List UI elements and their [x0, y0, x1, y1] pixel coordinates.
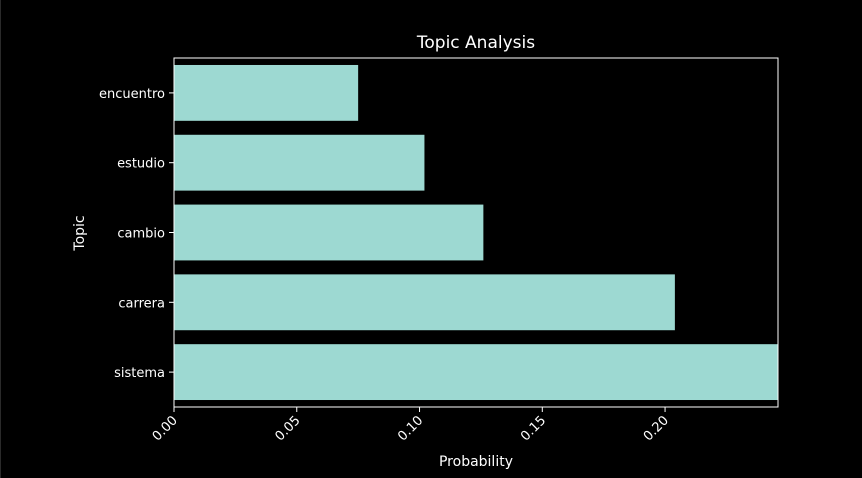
x-axis-ticks: 0.00 0.05 0.10 0.15 0.20 — [150, 407, 672, 444]
y-tick-label: encuentro — [99, 87, 165, 102]
x-tick-label: 0.20 — [641, 413, 672, 444]
x-axis-label: Probability — [439, 454, 513, 470]
y-tick-label: sistema — [114, 366, 165, 381]
x-tick-label: 0.15 — [518, 413, 549, 444]
bar-cambio — [174, 204, 484, 261]
bar-encuentro — [174, 64, 359, 121]
y-tick-label: cambio — [117, 227, 165, 242]
bars-layer — [174, 64, 778, 401]
y-tick-label: carrera — [118, 296, 165, 311]
y-axis-label: Topic — [72, 215, 88, 251]
bar-carrera — [174, 274, 675, 331]
bar-sistema — [174, 344, 778, 401]
x-tick-label: 0.10 — [395, 413, 426, 444]
y-axis-ticks: encuentro estudio cambio carrera sistema — [99, 87, 174, 381]
y-tick-label: estudio — [117, 157, 165, 172]
bar-estudio — [174, 134, 425, 191]
chart-title: Topic Analysis — [416, 33, 535, 53]
x-tick-label: 0.05 — [273, 413, 304, 444]
x-tick-label: 0.00 — [150, 413, 181, 444]
